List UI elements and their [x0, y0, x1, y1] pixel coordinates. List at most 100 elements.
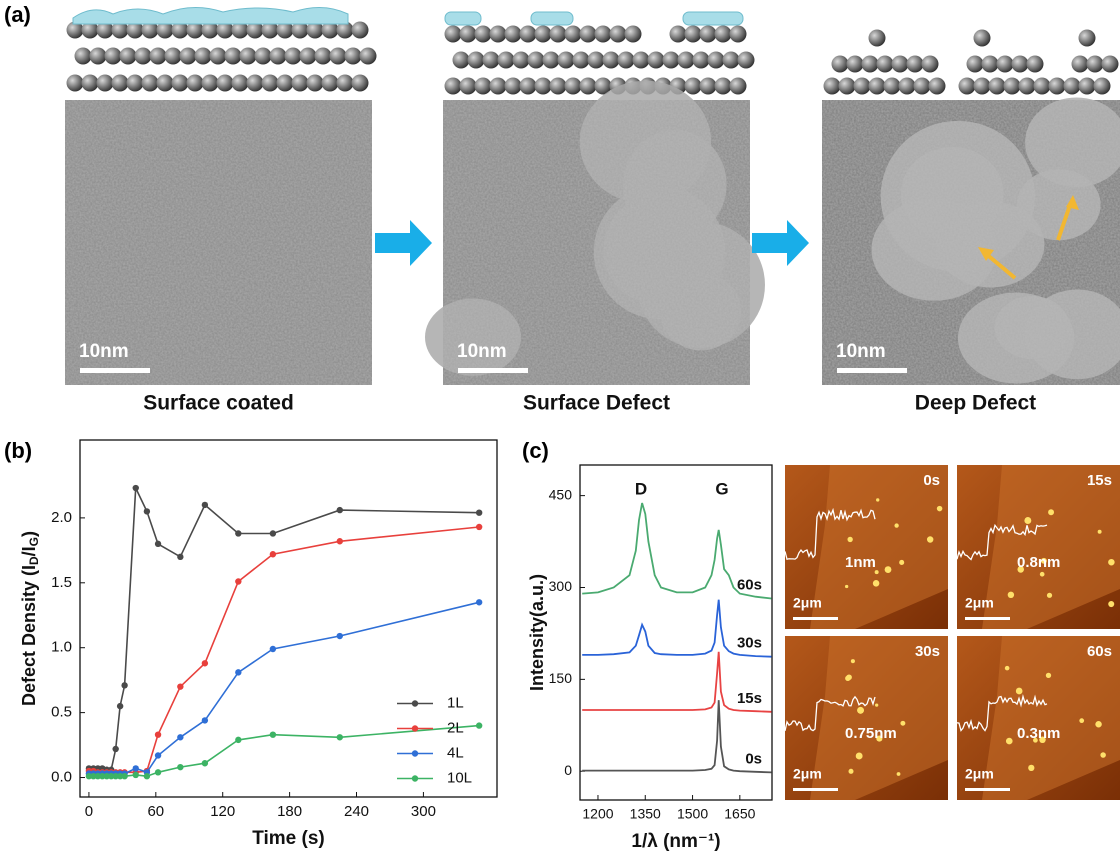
x-tick-label: 1650	[724, 806, 755, 822]
atom	[217, 75, 234, 92]
x-axis-label: 1/λ (nm⁻¹)	[631, 831, 720, 852]
data-point	[235, 737, 241, 743]
atom	[528, 52, 545, 69]
atom	[120, 48, 137, 65]
legend-label: 2L	[447, 719, 464, 736]
afm-particle	[847, 537, 852, 542]
atom	[685, 78, 702, 95]
atom	[292, 75, 309, 92]
atom	[892, 56, 909, 73]
afm-particle	[1016, 688, 1023, 695]
scale-bar	[80, 368, 150, 373]
data-point	[155, 769, 161, 775]
atom	[715, 26, 732, 43]
atom	[247, 75, 264, 92]
atom	[565, 26, 582, 43]
data-point	[144, 508, 150, 514]
afm-particle	[1040, 572, 1045, 577]
x-tick-label: 300	[411, 803, 436, 820]
afm-particle	[1046, 673, 1051, 678]
atom	[97, 75, 114, 92]
atom	[1034, 78, 1051, 95]
y-tick-label: 1.5	[51, 574, 72, 591]
scale-bar-label: 10nm	[457, 341, 507, 362]
data-point	[133, 765, 139, 771]
atom	[869, 30, 886, 47]
afm-particle	[873, 580, 880, 587]
afm-time: 15s	[1087, 472, 1112, 489]
afm-particle	[937, 506, 943, 512]
atom	[330, 48, 347, 65]
atom	[105, 48, 122, 65]
atom	[67, 75, 84, 92]
data-point	[270, 551, 276, 557]
atom	[738, 52, 755, 69]
data-point	[177, 683, 183, 689]
atom	[468, 52, 485, 69]
y-tick-label: 0.5	[51, 704, 72, 721]
x-axis-label: Time (s)	[252, 828, 325, 849]
afm-particle	[899, 560, 904, 565]
series-label: 30s	[737, 635, 762, 652]
atom	[914, 78, 931, 95]
atom	[1027, 56, 1044, 73]
atom	[730, 26, 747, 43]
atom	[1072, 56, 1089, 73]
afm-particle	[894, 523, 898, 527]
x-tick-label: 1350	[630, 806, 661, 822]
data-point	[121, 773, 127, 779]
plot-frame	[580, 465, 772, 800]
page: { "panel_labels": ["(a)", "(b)", "(c)"],…	[0, 0, 1120, 857]
panel-label: (b)	[4, 438, 32, 463]
afm-particle	[1028, 765, 1034, 771]
atom	[1079, 78, 1096, 95]
atom	[460, 78, 477, 95]
atom	[922, 56, 939, 73]
figure: (a) (b) (c) 10nmSurface coated10nmSurfac…	[0, 0, 1120, 857]
scale-bar-label: 10nm	[79, 341, 129, 362]
atom	[360, 48, 377, 65]
peak-label: D	[635, 479, 647, 498]
data-point	[177, 554, 183, 560]
afm-particle	[927, 536, 933, 542]
afm-particle	[1008, 592, 1014, 598]
tem-caption: Surface coated	[143, 392, 294, 415]
tem-image	[425, 81, 765, 385]
atom	[445, 26, 462, 43]
atom	[550, 26, 567, 43]
data-point	[202, 760, 208, 766]
y-tick-label: 1.0	[51, 639, 72, 656]
afm-particle	[875, 704, 878, 707]
atom	[232, 75, 249, 92]
atom	[345, 48, 362, 65]
atom	[513, 52, 530, 69]
y-tick-label: 450	[549, 486, 573, 502]
afm-particle	[900, 721, 905, 726]
atom	[929, 78, 946, 95]
afm-scale-label: 2μm	[793, 766, 822, 782]
afm-particle	[1079, 718, 1084, 723]
y-tick-label: 2.0	[51, 509, 72, 526]
atom	[112, 75, 129, 92]
data-point	[117, 703, 123, 709]
atom	[974, 78, 991, 95]
atom	[580, 26, 597, 43]
atom	[505, 26, 522, 43]
atom	[685, 26, 702, 43]
series-line	[89, 488, 479, 770]
atom	[899, 78, 916, 95]
data-point	[155, 752, 161, 758]
atom	[475, 78, 492, 95]
atom	[1019, 78, 1036, 95]
data-point	[177, 764, 183, 770]
tem-caption: Surface Defect	[523, 392, 670, 415]
atom	[573, 52, 590, 69]
atom	[1049, 78, 1066, 95]
atom	[352, 22, 369, 39]
afm-particle	[1095, 721, 1101, 727]
atom	[352, 75, 369, 92]
atom	[285, 48, 302, 65]
series-label: 0s	[745, 750, 762, 767]
atom	[157, 75, 174, 92]
atom	[730, 78, 747, 95]
